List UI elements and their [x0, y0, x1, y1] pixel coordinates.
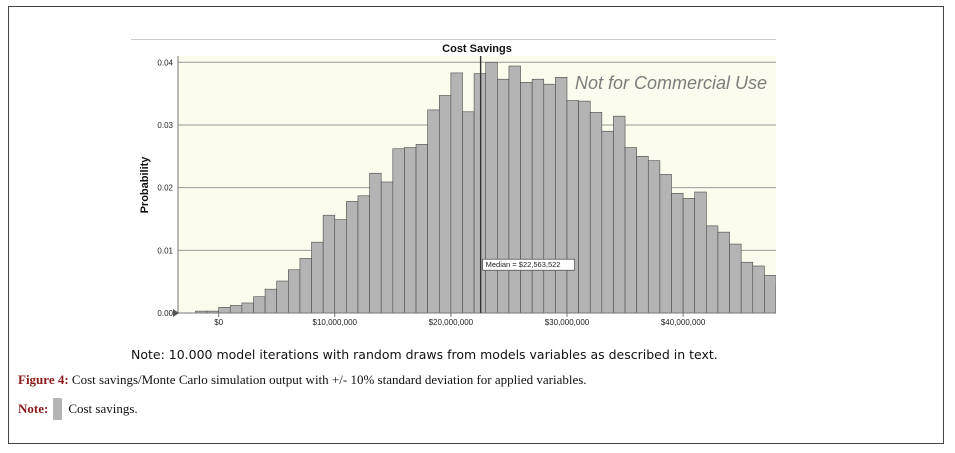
histogram-chart: Cost Savings Probability 0.000.010.020.0…: [131, 39, 870, 330]
histogram-bar: [520, 82, 533, 314]
histogram-bar: [694, 191, 707, 314]
histogram-bar: [613, 115, 626, 314]
histogram-bar: [589, 112, 603, 314]
histogram-bar: [566, 100, 579, 314]
x-tick-label: $20,000,000: [429, 318, 474, 327]
histogram-bar: [682, 197, 696, 314]
histogram-bar: [322, 214, 336, 314]
histogram-bar: [497, 78, 510, 314]
histogram-bar: [636, 155, 649, 314]
histogram-bar: [706, 225, 719, 314]
histogram-bar: [624, 147, 637, 314]
histogram-bar: [671, 192, 684, 314]
median-label-box: [482, 258, 576, 271]
histogram-bar: [473, 73, 487, 314]
legend: Note: Cost savings.: [18, 398, 138, 420]
histogram-bar: [415, 144, 428, 314]
figure-caption-label: Figure 4:: [18, 372, 69, 387]
histogram-bar: [508, 65, 521, 314]
chart-title: Cost Savings: [442, 43, 512, 55]
histogram-bar: [404, 147, 417, 314]
figure-caption-text: Cost savings/Monte Carlo simulation outp…: [68, 372, 587, 387]
histogram-bar: [764, 275, 777, 314]
histogram-bar: [543, 83, 556, 314]
histogram-bar: [346, 201, 359, 314]
watermark: Not for Commercial Use: [575, 73, 767, 93]
histogram-bar: [299, 258, 312, 314]
histogram-bar: [438, 95, 452, 314]
histogram-bar: [485, 61, 498, 314]
histogram-bar: [357, 195, 370, 314]
x-axis-arrow: [173, 309, 179, 317]
histogram-bar: [264, 288, 277, 314]
histogram-bar: [311, 241, 324, 314]
x-tick-label: $30,000,000: [545, 318, 590, 327]
y-tick-label: 0.02: [157, 184, 173, 193]
median-label: Median = $22,563,522: [486, 260, 561, 269]
histogram-bar: [601, 130, 614, 314]
histogram-bar: [241, 302, 254, 314]
histogram-bar: [578, 100, 591, 314]
x-tick-label: $0: [214, 318, 223, 327]
histogram-bar: [729, 243, 742, 314]
y-axis-label: Probability: [139, 156, 151, 214]
histogram-bar: [647, 160, 661, 314]
histogram-bar: [334, 219, 347, 314]
histogram-bar: [276, 280, 289, 314]
histogram-bar: [218, 307, 231, 314]
histogram-bar: [717, 231, 730, 314]
plot-area: 0.00 0.01 0.02 0.03 0.04 $0 $10,000,000 $20,000…: [157, 56, 870, 327]
histogram-bar: [531, 78, 545, 314]
histogram-bar: [450, 72, 463, 314]
histogram-bar: [369, 172, 382, 314]
histogram-bar: [229, 305, 243, 314]
histogram-bar: [253, 296, 266, 314]
x-tick-label: $40,000,000: [661, 318, 706, 327]
histogram-bar: [462, 111, 475, 314]
simulation-note: Note: 10.000 model iterations with rando…: [131, 347, 718, 362]
chart-top-border: [131, 39, 776, 40]
histogram-bar: [288, 269, 301, 314]
y-tick-label: 0.03: [157, 121, 173, 130]
y-tick-label: 0.00: [157, 309, 173, 318]
y-tick-label: 0.01: [157, 246, 173, 255]
histogram-bar: [740, 261, 754, 314]
figure-caption: Figure 4: Cost savings/Monte Carlo simul…: [18, 372, 587, 388]
histogram-bar: [555, 77, 568, 314]
y-tick-label: 0.04: [157, 58, 173, 67]
chart-container: Cost Savings Probability 0.00 0.01 0.02 0.0…: [131, 39, 870, 330]
histogram-bar: [752, 265, 765, 314]
legend-label: Note:: [18, 401, 49, 416]
legend-text: Cost savings.: [68, 401, 138, 416]
histogram-bar: [427, 109, 440, 314]
legend-swatch: [53, 398, 63, 420]
histogram-bar: [380, 181, 394, 314]
x-tick-label: $10,000,000: [313, 318, 358, 327]
histogram-bar: [392, 148, 405, 314]
histogram-bar: [659, 174, 672, 314]
